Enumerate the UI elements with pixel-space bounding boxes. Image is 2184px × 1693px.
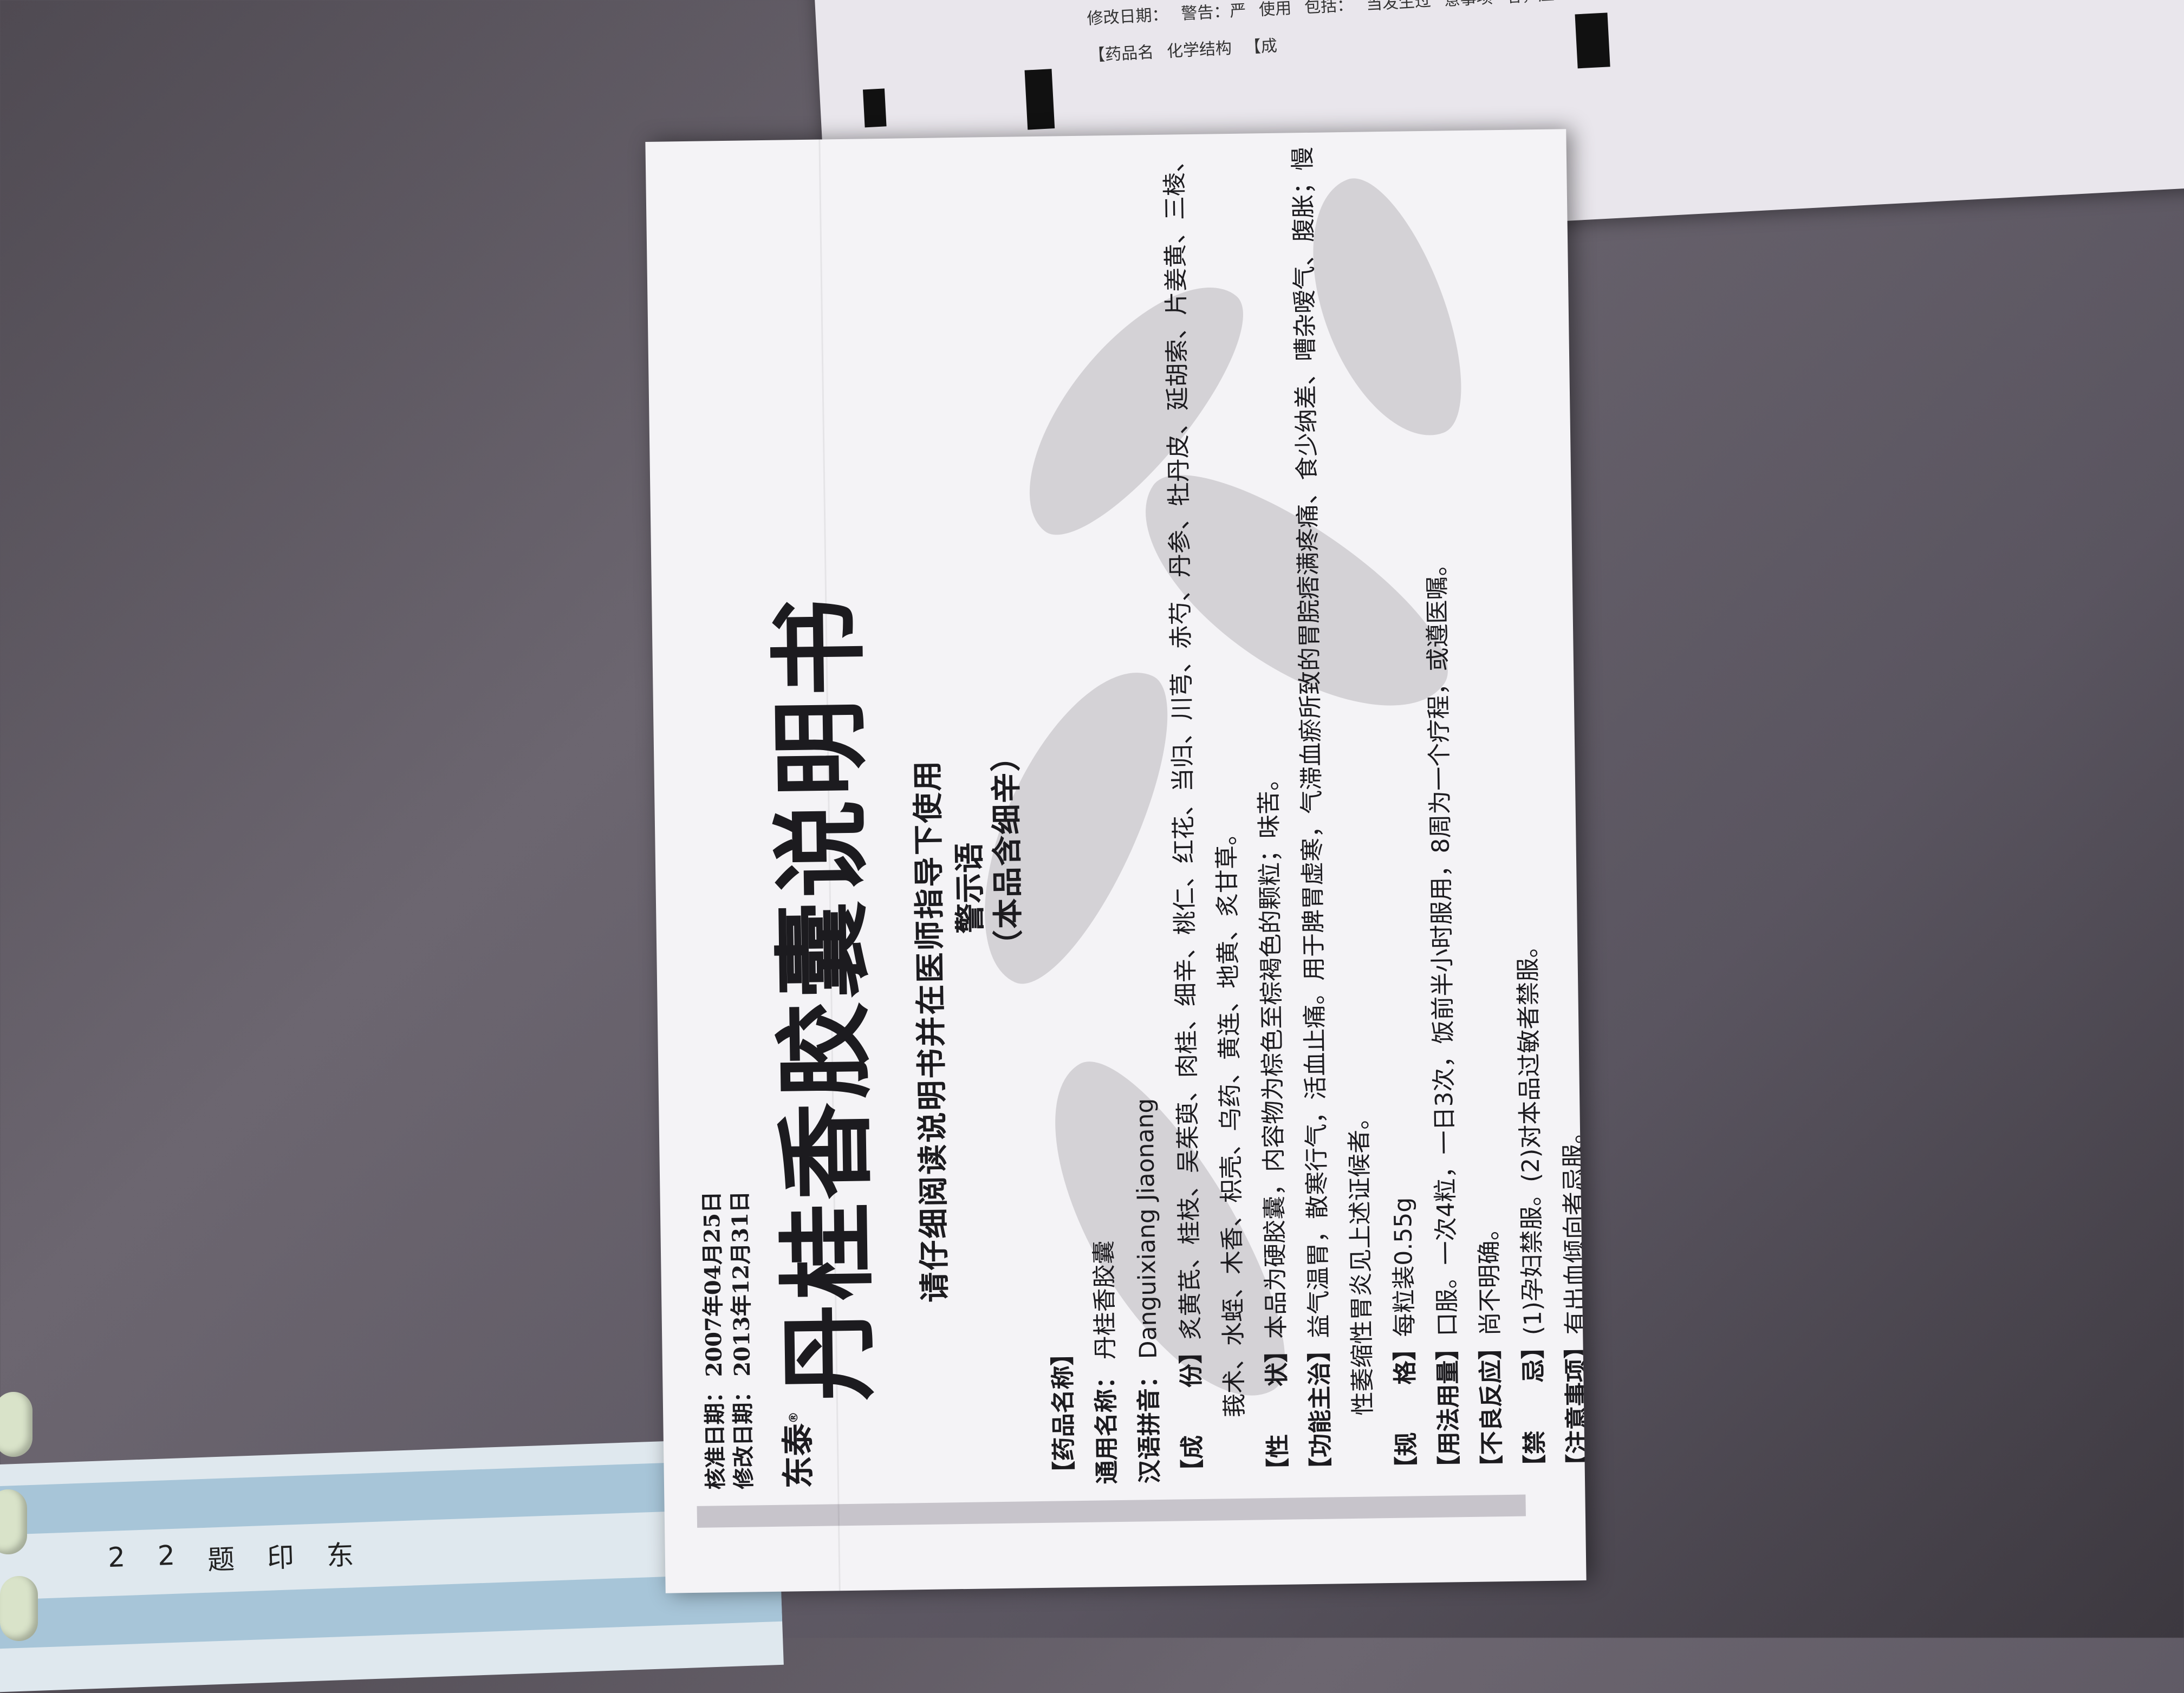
section-label: 汉语拼音： (1134, 1364, 1165, 1484)
text-fragment: 2 (157, 1539, 176, 1572)
leaflet-body: 【药品名称】 通用名称： 丹桂香胶囊 汉语拼音： Danguixiang Jiaonan… (1025, 147, 1587, 1485)
section-value: 丹桂香胶囊 (1090, 1240, 1120, 1360)
bottom-sheet-text: 2 2 题 印 东 (107, 1533, 354, 1581)
leaflet-content: 核准日期： 2007年04月25日 修改日期： 2013年12月31日 东泰® 丹桂… (678, 147, 1586, 1512)
section-value: 本品为硬胶囊，内容物为棕色至棕褐色的颗粒；味苦。 (1254, 766, 1291, 1339)
section-value: 尚不明确。 (1475, 1216, 1505, 1336)
section-label: 通用名称： (1091, 1364, 1122, 1484)
blue-stripe (0, 1572, 783, 1650)
section-value: 性萎缩性胃炎见上述证候者。 (1345, 1105, 1377, 1416)
text-fragment: 修改日期： (1086, 5, 1169, 29)
text-fragment: 化学结构 (1166, 38, 1232, 61)
revision-date-row: 修改日期： 2013年12月31日 (726, 1187, 758, 1489)
approval-dates: 核准日期： 2007年04月25日 修改日期： 2013年12月31日 (698, 1187, 758, 1490)
text-fragment: 使用 (1258, 0, 1292, 19)
section-label: 【不良反应】 (1477, 1336, 1506, 1479)
text-fragment: 【成 (1244, 36, 1278, 57)
section-value: 莪术、水蛭、木香、枳壳、乌药、黄连、地黄、炙甘草。 (1213, 821, 1249, 1418)
black-mark (1575, 12, 1610, 69)
brand-name: 东泰 (779, 1423, 818, 1489)
text-fragment: 者，应 (1505, 0, 1555, 9)
pill (0, 1576, 38, 1641)
section-label: 【药品名称】 (1049, 1342, 1079, 1485)
drug-leaflet: 核准日期： 2007年04月25日 修改日期： 2013年12月31日 东泰® 丹桂… (645, 129, 1587, 1593)
text-fragment: 2 (107, 1541, 126, 1574)
brand-logo: 东泰® (771, 1411, 820, 1489)
text-fragment: 印 (266, 1541, 295, 1574)
section-value: (1)孕妇禁服。(2)对本品过敏者禁服。 (1513, 934, 1548, 1336)
section-label: 【性 状】 (1263, 1338, 1293, 1482)
text-fragment: 警告：严 (1180, 1, 1247, 24)
date-label: 核准日期： (701, 1381, 729, 1490)
text-fragment: 【药品名 (1088, 43, 1155, 66)
section-value: 每粒装0.55g (1389, 1197, 1419, 1337)
section-label: 【成 份】 (1177, 1339, 1207, 1483)
registered-mark: ® (787, 1411, 801, 1424)
section-label: 【规 格】 (1391, 1337, 1421, 1480)
black-mark (862, 88, 887, 128)
text-fragment: 东 (326, 1539, 354, 1572)
section-value: 炙黄芪、桂枝、吴茱萸、肉桂、细辛、桃仁、红花、当归、川芎、赤芍、丹参、牡丹皮、延… (1160, 148, 1205, 1340)
section-value: 益气温胃，散寒行气，活血止痛。用于脾胃虚寒，气滞血瘀所致的胃脘痞满疼痛、食少纳差… (1289, 146, 1334, 1339)
text-fragment: 意事项 (1444, 0, 1493, 12)
blue-stripe (0, 1458, 778, 1536)
text-fragment: 包括： (1304, 0, 1354, 17)
text-fragment: 题 (207, 1543, 236, 1576)
date-value: 2007年04月25日 (699, 1191, 727, 1377)
warning-text: （本品含细辛） (988, 740, 1027, 961)
date-value: 2013年12月31日 (727, 1190, 756, 1377)
section-value: 口服。一次4粒，一日3次，饭前半小时服用，8周为一个疗程，或遵医嘱。 (1423, 552, 1462, 1337)
section-label: 【用法用量】 (1434, 1336, 1464, 1480)
section-value: Danguixiang Jiaonang (1131, 1098, 1162, 1359)
text-fragment: 当发生过 (1366, 0, 1432, 14)
approval-date-row: 核准日期： 2007年04月25日 (698, 1187, 730, 1489)
top-sheet-text: 修改日期： 警告：严 使用 包括： 当发生过 意事项 者，应 【药品名 化学结构… (1087, 0, 1577, 68)
document-title: 丹桂香胶囊说明书 (763, 595, 887, 1402)
black-mark (1024, 69, 1055, 130)
blister-pills (0, 1381, 65, 1652)
date-label: 修改日期： (730, 1381, 757, 1490)
pill (0, 1392, 32, 1457)
section-label: 【注意事项】 (1562, 1334, 1587, 1478)
pill (0, 1489, 27, 1554)
section-label: 【禁 忌】 (1519, 1334, 1549, 1479)
usage-notice: 请仔细阅读说明书并在医师指导下使用 (910, 759, 953, 1303)
section-label: 【功能主治】 (1305, 1338, 1336, 1482)
section-value: 有出血倾向者忌服。 (1559, 1119, 1587, 1335)
